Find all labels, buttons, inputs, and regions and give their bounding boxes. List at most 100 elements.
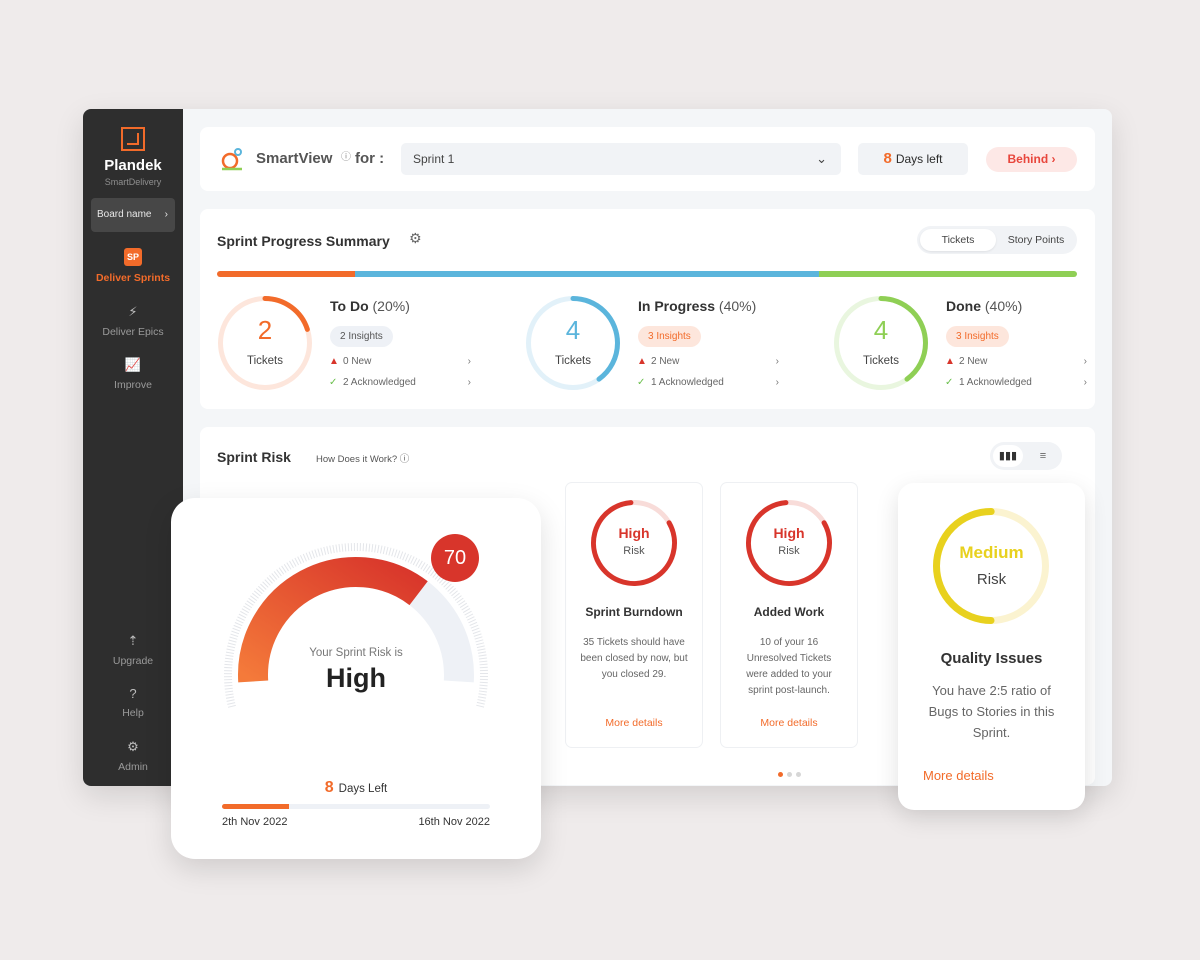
chevron-right-icon: › (1051, 152, 1056, 166)
lightning-icon: ⚡ (128, 304, 138, 319)
new-insights-row[interactable]: ▲ 2 New › (945, 356, 1087, 367)
risk-card-sprint-burndown: High Risk Sprint Burndown 35 Tickets sho… (566, 483, 702, 747)
more-details-link[interactable]: More details (760, 717, 818, 729)
risk-ring (933, 508, 1049, 624)
list-view-icon[interactable]: ≡ (1039, 450, 1047, 462)
status-badge[interactable]: Behind › (986, 147, 1077, 172)
done-ring (834, 296, 928, 390)
warning-icon: ▲ (637, 356, 647, 367)
acknowledged-count: 1 Acknowledged (959, 377, 1032, 388)
status-title: In Progress (638, 298, 716, 314)
smartview-header: SmartView ⓘ for : Sprint 1 ⌄ 8 Days left … (200, 127, 1095, 191)
acknowledged-row[interactable]: ✓ 1 Acknowledged › (637, 377, 779, 388)
more-details-link[interactable]: More details (605, 717, 663, 729)
status-ring-fill (834, 296, 928, 390)
status-ring-fill (218, 296, 312, 390)
smartview-for-label: for : (355, 150, 385, 167)
info-icon[interactable]: ⓘ (341, 152, 351, 163)
sidebar-item-label: Help (122, 707, 144, 719)
status-percent: (40%) (718, 298, 757, 314)
sidebar-item-improve[interactable]: 📈 Improve (83, 357, 183, 391)
sidebar-item-upgrade[interactable]: ⇡ Upgrade (83, 633, 183, 667)
days-left-number: 8 (883, 150, 892, 167)
acknowledged-row[interactable]: ✓ 2 Acknowledged › (329, 377, 471, 388)
carousel-dot[interactable] (778, 772, 783, 777)
new-count: 2 New (651, 356, 680, 367)
how-does-it-work-link[interactable]: How Does it Work? ⓘ (316, 451, 409, 465)
days-left-label: Days left (895, 152, 943, 166)
insights-badge[interactable]: 2 Insights (330, 326, 393, 347)
risk-card-description: You have 2:5 ratio of Bugs to Stories in… (928, 683, 1055, 740)
toggle-tickets[interactable]: Tickets (920, 229, 996, 251)
risk-card-title: Added Work (753, 605, 825, 619)
risk-level: High (773, 525, 805, 541)
gauge-caption: Your Sprint Risk is (309, 647, 403, 659)
sprint-timeline-fill (222, 804, 289, 809)
sidebar-item-help[interactable]: ? Help (83, 686, 183, 719)
new-count: 0 New (343, 356, 372, 367)
chevron-right-icon: › (1083, 377, 1087, 388)
status-column-done: 4 Tickets Done (40%) 3 Insights ▲ 2 New › … (833, 291, 1103, 391)
sprint-risk-gauge-card: Your Sprint Risk is High 70 8 Days Left 2… (171, 498, 541, 859)
risk-card-added-work: High Risk Added Work 10 of your 16 Unres… (721, 483, 857, 747)
risk-card-title: Sprint Burndown (585, 605, 683, 619)
risk-label: Risk (623, 545, 645, 557)
done-unit: Tickets (863, 355, 899, 367)
risk-ring (591, 500, 677, 586)
acknowledged-row[interactable]: ✓ 1 Acknowledged › (945, 377, 1087, 388)
days-left-number: 8 (324, 779, 334, 796)
gear-icon[interactable]: ⚙ (409, 230, 422, 246)
section-title: Sprint Risk (217, 449, 291, 465)
help-icon: ? (129, 686, 137, 701)
done-count: 4 (873, 315, 889, 345)
sprint-end-date: 16th Nov 2022 (418, 816, 490, 828)
board-selector[interactable]: Board name › (91, 198, 175, 232)
chevron-right-icon: › (467, 356, 471, 367)
days-left-indicator: 8 Days left (858, 143, 968, 175)
risk-card-quality-issues: Medium Risk Quality Issues You have 2:5 … (898, 483, 1085, 810)
unit-toggle: Tickets Story Points (917, 226, 1077, 254)
carousel-dot[interactable] (796, 772, 801, 777)
sidebar-item-admin[interactable]: ⚙ Admin (83, 739, 183, 773)
logo[interactable]: Plandek SmartDelivery (83, 127, 183, 187)
toggle-story-points[interactable]: Story Points (1007, 234, 1065, 246)
carousel-dot[interactable] (787, 772, 792, 777)
progress-segment-2 (818, 271, 1077, 277)
status-percent: (40%) (984, 298, 1023, 314)
check-icon: ✓ (945, 377, 954, 388)
sidebar-item-deliver-sprints[interactable]: SP Deliver Sprints (83, 248, 183, 284)
todo-unit: Tickets (247, 355, 283, 367)
check-icon: ✓ (329, 377, 338, 388)
sidebar-item-deliver-epics[interactable]: ⚡ Deliver Epics (83, 304, 183, 338)
new-insights-row[interactable]: ▲ 0 New › (329, 356, 471, 367)
in-progress-ring (526, 296, 620, 390)
insights-badge[interactable]: 3 Insights (946, 326, 1009, 347)
check-icon: ✓ (637, 377, 646, 388)
brand-subtitle: SmartDelivery (104, 177, 162, 187)
chevron-right-icon: › (1083, 356, 1087, 367)
risk-ring (746, 500, 832, 586)
chevron-down-icon: ⌄ (816, 151, 827, 166)
status-column-todo: 2 Tickets To Do (20%) 2 Insights ▲ 0 New ›… (217, 291, 487, 391)
smartview-title: SmartView (256, 150, 333, 167)
risk-score-badge: 70 (431, 534, 479, 582)
more-details-link[interactable]: More details (923, 768, 994, 783)
quality-ring-fill (933, 508, 1049, 624)
plandek-logo-icon (121, 127, 145, 151)
insights-badge[interactable]: 3 Insights (638, 326, 701, 347)
chevron-right-icon: › (164, 209, 168, 220)
chevron-right-icon: › (467, 377, 471, 388)
new-insights-row[interactable]: ▲ 2 New › (637, 356, 779, 367)
status-title: To Do (330, 298, 369, 314)
sprint-select-value: Sprint 1 (413, 152, 455, 166)
sidebar: Plandek SmartDelivery Board name › SP De… (83, 109, 183, 786)
risk-ring-fill (746, 500, 832, 586)
days-left-indicator: 8 Days Left (171, 779, 541, 797)
chart-line-icon: 📈 (124, 357, 142, 372)
risk-card-description: 10 of your 16 Unresolved Tickets were ad… (746, 637, 832, 696)
sprint-select[interactable]: Sprint 1 ⌄ (401, 143, 841, 175)
warning-icon: ▲ (329, 356, 339, 367)
status-percent: (20%) (372, 298, 410, 314)
grid-view-icon[interactable]: ▮▮▮ (993, 445, 1023, 467)
sprint-start-date: 2th Nov 2022 (222, 816, 288, 828)
